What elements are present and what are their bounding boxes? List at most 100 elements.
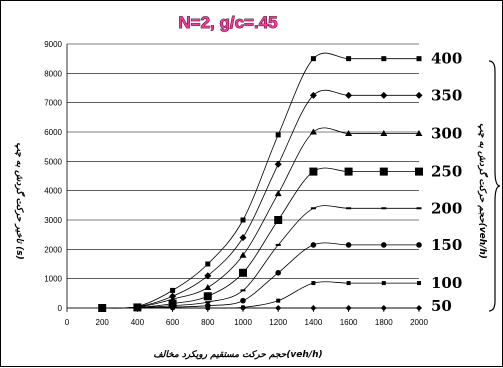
data-point	[379, 167, 388, 176]
series-line	[102, 127, 419, 309]
data-point	[240, 305, 246, 311]
data-point	[274, 190, 282, 197]
data-point	[310, 207, 316, 210]
x-tick-label: 800	[201, 318, 215, 327]
data-point	[274, 216, 283, 224]
data-point	[240, 289, 246, 292]
data-point	[309, 167, 318, 176]
series-label: 300	[431, 124, 462, 142]
data-point	[381, 281, 386, 286]
series-line	[102, 167, 419, 309]
data-point	[134, 305, 141, 311]
series-label: 50	[431, 297, 452, 315]
series-line	[102, 205, 419, 309]
data-point	[275, 305, 282, 311]
series-label: 350	[431, 86, 462, 104]
data-point	[416, 242, 422, 248]
data-point	[240, 217, 246, 223]
data-point	[345, 305, 352, 311]
x-tick-label: 1200	[269, 318, 287, 327]
series-400	[99, 52, 422, 311]
y-axis-title: تاخیر حرکت گردش به چپ (s)	[14, 142, 26, 259]
series-label: 400	[431, 50, 462, 68]
data-point	[309, 128, 317, 135]
data-point	[415, 129, 423, 136]
data-point	[239, 268, 247, 277]
data-point	[169, 305, 176, 311]
x-tick-label: 1000	[234, 318, 252, 327]
y-tick-label: 2000	[44, 245, 62, 254]
data-point	[310, 56, 316, 62]
series-label: 250	[431, 163, 462, 181]
series-line	[102, 242, 419, 309]
data-point	[345, 242, 352, 248]
data-point	[240, 297, 246, 304]
x-tick-label: 200	[96, 318, 110, 327]
series-label: 100	[431, 274, 462, 292]
data-point	[381, 242, 387, 248]
x-tick-label: 2000	[410, 318, 428, 327]
x-tick-label: 1800	[375, 318, 393, 327]
data-point	[417, 281, 421, 286]
series-150	[99, 242, 422, 311]
right-axis-title: حجم حرکت گردش به چپ(veh/h)	[477, 123, 489, 259]
data-point	[416, 207, 422, 210]
data-point	[311, 281, 316, 286]
data-point	[344, 167, 353, 176]
right-brace	[488, 60, 501, 312]
y-tick-label: 8000	[44, 69, 62, 78]
data-point	[346, 56, 352, 62]
data-point	[380, 91, 388, 99]
series-line	[102, 89, 419, 309]
data-point	[170, 287, 176, 293]
data-point	[204, 305, 211, 311]
data-point	[345, 129, 353, 136]
data-point	[346, 207, 352, 210]
data-point	[204, 272, 212, 280]
y-tick-label: 4000	[44, 187, 62, 196]
data-point	[381, 207, 387, 210]
series-250	[98, 167, 423, 312]
x-tick-label: 600	[166, 318, 180, 327]
y-tick-label: 7000	[44, 99, 62, 108]
data-point	[380, 129, 388, 136]
data-point	[309, 91, 317, 99]
data-point	[168, 299, 177, 308]
axes: 0 1000 2000 3000 4000 5000 6000 7000 8000 9000 0 20…	[44, 40, 428, 327]
data-point	[205, 261, 211, 267]
y-tick-label: 9000	[44, 40, 62, 49]
data-point	[274, 160, 282, 168]
series-group	[98, 52, 423, 312]
data-point	[381, 56, 387, 62]
data-point	[275, 132, 281, 138]
chart-title: N=2, g/c=.45	[178, 13, 277, 32]
gridlines	[67, 43, 419, 309]
x-axis-title: حجم حرکت مستقیم رویکرد مخالف(veh/h)	[153, 349, 322, 360]
series-label: 150	[431, 236, 462, 254]
data-point	[415, 91, 423, 99]
series-200	[99, 205, 422, 309]
data-point	[205, 301, 211, 304]
data-point	[346, 281, 351, 286]
series-line	[102, 52, 419, 309]
y-tick-label: 5000	[44, 157, 62, 166]
data-point	[203, 292, 212, 301]
series-label: 200	[431, 199, 462, 217]
data-point	[276, 298, 281, 303]
series-50	[99, 305, 422, 311]
data-point	[310, 242, 317, 248]
data-point	[204, 283, 212, 290]
x-tick-label: 1600	[340, 318, 358, 327]
data-point	[416, 56, 422, 62]
data-point	[345, 91, 353, 99]
data-point	[275, 243, 281, 246]
series-labels: 400 350 300 250 200 150 100 50	[431, 50, 462, 315]
x-tick-label: 0	[65, 318, 70, 327]
x-tick-label: 1400	[305, 318, 323, 327]
data-point	[275, 270, 282, 276]
data-point	[310, 305, 317, 311]
data-point	[239, 234, 247, 242]
data-point	[416, 305, 422, 311]
